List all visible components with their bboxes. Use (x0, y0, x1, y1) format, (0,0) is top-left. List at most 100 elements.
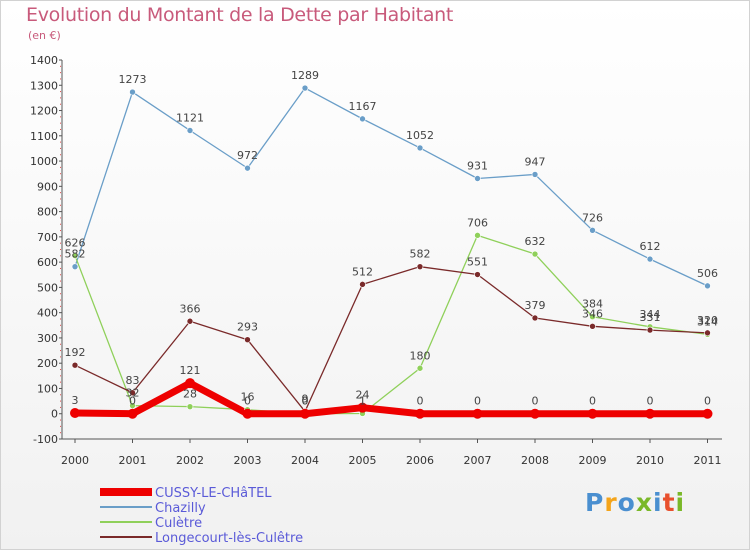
data-label: 3 (72, 394, 79, 407)
data-label: 320 (697, 314, 718, 327)
data-label: 293 (237, 321, 258, 334)
x-tick-label: 2002 (176, 454, 204, 467)
y-minor-tick (60, 65, 61, 67)
data-point (474, 271, 481, 278)
data-label: 1 (359, 394, 366, 407)
chart-subtitle: (en €) (28, 29, 61, 42)
y-tick-label: -100 (33, 433, 58, 446)
y-minor-tick (60, 198, 61, 200)
y-tick-label: 100 (37, 382, 58, 395)
data-label: 1289 (291, 69, 319, 82)
y-minor-tick (60, 419, 61, 421)
data-point (357, 402, 368, 413)
x-tick-label: 2008 (521, 454, 549, 467)
data-label: 0 (647, 395, 654, 408)
x-tick-label: 2005 (349, 454, 377, 467)
y-minor-tick (60, 324, 61, 326)
data-label: 0 (532, 395, 539, 408)
data-point (71, 252, 79, 259)
data-point (589, 226, 596, 234)
data-label: 632 (525, 235, 546, 248)
data-point (645, 408, 655, 419)
data-point (589, 323, 596, 330)
y-minor-tick (60, 400, 61, 402)
data-label: 346 (582, 307, 603, 320)
logo-letter: x (635, 488, 653, 517)
data-label: 972 (237, 149, 258, 162)
series-line (71, 379, 711, 418)
data-point (531, 171, 539, 178)
data-label: 726 (582, 211, 603, 224)
y-tick-label: 1300 (30, 79, 58, 92)
data-point (242, 408, 253, 419)
logo-letter: P (585, 488, 605, 517)
data-point (71, 263, 79, 270)
data-label: 626 (65, 237, 86, 250)
y-tick-label: 200 (37, 357, 58, 370)
data-label: 931 (467, 160, 488, 173)
legend-label: Culètre (155, 516, 202, 531)
y-minor-tick (60, 128, 61, 130)
data-point (646, 255, 654, 263)
data-label: 947 (525, 155, 546, 168)
y-minor-tick (60, 122, 61, 124)
y-tick-label: 1400 (30, 54, 58, 67)
data-point (185, 378, 195, 389)
chart-title: Evolution du Montant de la Dette par Hab… (26, 4, 454, 26)
y-minor-tick (60, 318, 61, 320)
data-point (186, 403, 194, 410)
y-minor-tick (60, 154, 61, 156)
data-point (129, 88, 136, 96)
y-minor-tick (60, 274, 61, 276)
x-tick-label: 2006 (406, 454, 434, 467)
data-point (704, 329, 711, 337)
x-tick-label: 2001 (119, 454, 147, 467)
data-point (186, 127, 194, 134)
y-tick-label: 600 (37, 256, 58, 269)
series-lines (71, 87, 711, 418)
y-minor-tick (60, 179, 61, 181)
legend-label: Chazilly (155, 501, 206, 516)
data-point (127, 408, 138, 419)
data-label: 121 (180, 364, 201, 377)
series-line (74, 87, 709, 287)
data-label: 16 (241, 391, 255, 404)
series-line (74, 234, 709, 415)
data-label: 9 (302, 392, 309, 405)
y-minor-tick (60, 72, 61, 74)
y-tick-label: 1100 (30, 130, 58, 143)
data-point (704, 282, 711, 290)
data-label: 366 (180, 302, 201, 315)
series-line (74, 266, 709, 413)
y-tick-label: 1000 (30, 155, 58, 168)
data-point (416, 144, 424, 152)
y-minor-tick (60, 242, 61, 244)
y-tick-label: 800 (37, 206, 58, 219)
data-point (359, 115, 366, 123)
y-minor-tick (60, 343, 61, 345)
y-tick-label: 300 (37, 332, 58, 345)
y-minor-tick (60, 141, 61, 143)
logo-letter: t (662, 488, 676, 517)
data-point (472, 408, 483, 419)
y-minor-tick (60, 406, 61, 408)
data-label: 0 (302, 395, 309, 408)
data-point (474, 175, 481, 182)
data-label: 384 (582, 298, 603, 311)
y-minor-tick (60, 103, 61, 105)
y-minor-tick (60, 91, 61, 93)
logo-letter: i (675, 488, 686, 517)
data-label: 32 (126, 387, 140, 400)
y-minor-tick (60, 425, 61, 427)
data-label: 1273 (119, 73, 147, 86)
y-minor-tick (60, 255, 61, 257)
y-minor-tick (60, 375, 61, 377)
data-label: 706 (467, 216, 488, 229)
proxiti-logo: Proxiti (585, 488, 685, 517)
y-minor-tick (60, 230, 61, 232)
y-minor-tick (60, 299, 61, 301)
y-minor-tick (60, 147, 61, 149)
y-tick-label: 700 (37, 231, 58, 244)
data-point (300, 408, 310, 419)
